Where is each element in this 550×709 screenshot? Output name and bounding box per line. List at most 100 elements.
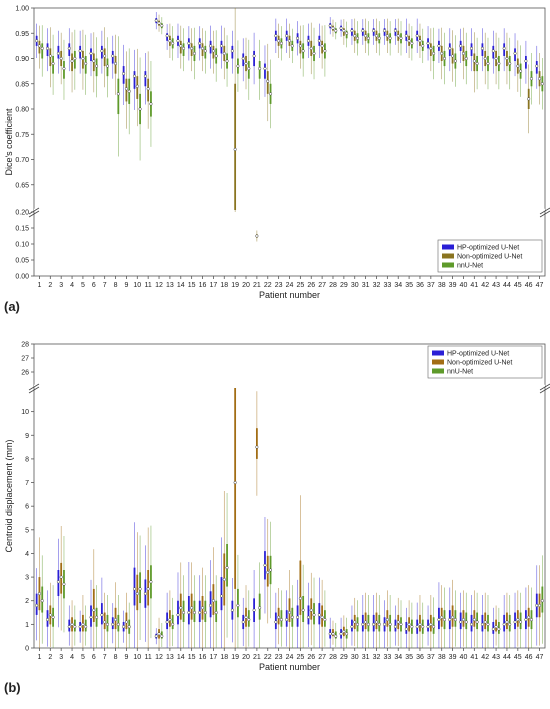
box [288, 598, 291, 622]
median-marker [236, 64, 240, 68]
x-tick-label: 34 [394, 282, 402, 289]
median-marker [464, 57, 468, 61]
median-marker [443, 618, 447, 622]
median-marker [168, 618, 172, 622]
x-tick-label: 4 [70, 282, 74, 289]
median-marker [429, 46, 433, 50]
median-marker [138, 107, 142, 111]
median-marker [111, 622, 115, 626]
y-axis-break-mark [28, 207, 40, 218]
median-marker [244, 62, 248, 66]
x-tick-label: 45 [514, 654, 522, 661]
median-marker [73, 57, 77, 61]
median-marker [59, 57, 63, 61]
box [171, 614, 174, 630]
median-marker [56, 51, 60, 55]
median-marker [230, 608, 234, 612]
median-marker [538, 603, 542, 607]
legend-swatch [432, 350, 444, 356]
median-marker [252, 54, 256, 58]
median-marker [70, 622, 74, 626]
median-marker [56, 580, 60, 584]
median-marker [203, 49, 207, 53]
x-tick-label: 22 [264, 282, 272, 289]
y-tick-label: 0.10 [15, 242, 29, 249]
median-marker [309, 608, 313, 612]
median-marker [529, 77, 533, 81]
box [264, 63, 266, 79]
x-axis-label: Patient number [259, 290, 320, 300]
median-marker [494, 625, 498, 629]
median-marker [190, 606, 194, 610]
legend-swatch [432, 368, 444, 374]
x-tick-label: 10 [133, 654, 141, 661]
y-axis-label: Dice's coefficient [4, 108, 14, 176]
median-marker [451, 615, 455, 619]
median-marker [306, 615, 310, 619]
median-marker [116, 92, 120, 96]
median-marker [461, 618, 465, 622]
x-tick-label: 16 [199, 282, 207, 289]
legend-box [437, 239, 543, 273]
median-marker [298, 44, 302, 48]
legend-label: Non-optimized U-Net [447, 360, 512, 367]
median-marker [211, 49, 215, 53]
y-tick-label: 0.05 [15, 258, 29, 265]
x-tick-label: 24 [286, 654, 294, 661]
median-marker [317, 613, 321, 617]
x-tick-label: 27 [318, 654, 326, 661]
median-marker [143, 592, 147, 596]
median-marker [247, 67, 251, 71]
box [253, 50, 255, 67]
median-marker [105, 622, 109, 626]
median-marker [198, 41, 202, 45]
median-marker [135, 592, 139, 596]
median-marker [179, 44, 183, 48]
x-tick-label: 31 [362, 654, 370, 661]
x-tick-label: 30 [351, 654, 359, 661]
y-tick-label: 0.15 [15, 226, 29, 233]
x-tick-label: 29 [340, 282, 348, 289]
median-marker [146, 87, 150, 91]
median-marker [209, 44, 213, 48]
y-axis-break-mark [28, 383, 40, 394]
y-tick-label: 5 [25, 527, 29, 534]
x-tick-label: 23 [275, 654, 283, 661]
median-marker [37, 592, 41, 596]
median-marker [524, 618, 528, 622]
median-marker [527, 97, 531, 101]
median-marker [538, 77, 542, 81]
box [133, 567, 136, 606]
x-tick-label: 16 [199, 654, 207, 661]
median-marker [418, 39, 422, 43]
median-marker [529, 618, 533, 622]
median-marker [345, 632, 349, 636]
median-marker [470, 46, 474, 50]
x-tick-label: 28 [329, 282, 337, 289]
median-marker [201, 46, 205, 50]
median-marker [149, 102, 153, 106]
median-marker [393, 29, 397, 33]
median-marker [288, 611, 292, 615]
box [177, 600, 179, 625]
median-marker [407, 39, 411, 43]
median-marker [214, 611, 218, 615]
median-marker [396, 34, 400, 38]
x-tick-label: 4 [70, 654, 74, 661]
box [226, 544, 228, 587]
median-marker [89, 51, 93, 55]
box [144, 71, 147, 87]
y-tick-label: 1 [25, 622, 29, 629]
median-marker [388, 622, 392, 626]
median-marker [236, 603, 240, 607]
median-marker [252, 608, 256, 612]
panel-label: (a) [4, 299, 20, 314]
y-tick-label: 0.75 [15, 132, 29, 139]
median-marker [491, 49, 495, 53]
y-tick-label: 27 [21, 356, 29, 363]
y-tick-label: 0.00 [15, 274, 29, 281]
median-marker [296, 615, 300, 619]
median-marker [92, 59, 96, 63]
median-marker [46, 618, 50, 622]
median-marker [440, 51, 444, 55]
